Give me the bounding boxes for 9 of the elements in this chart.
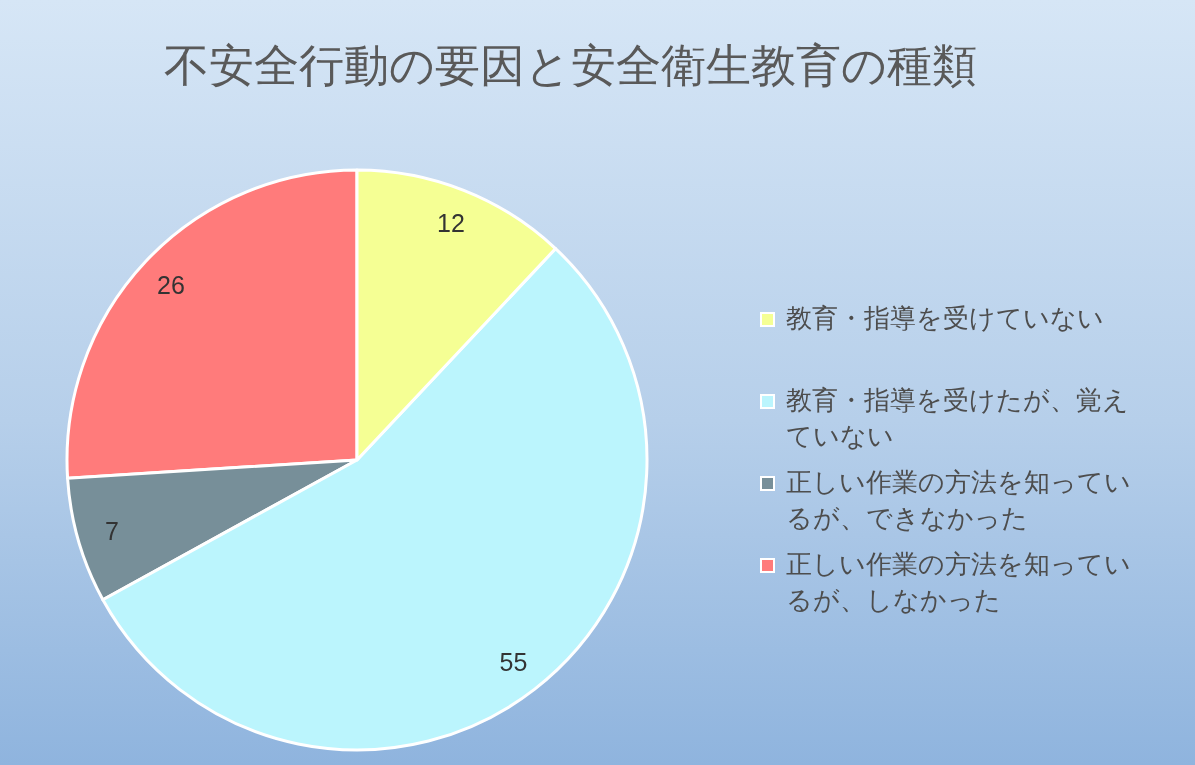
chart-title: 不安全行動の要因と安全衛生教育の種類 [162, 38, 978, 94]
data-label: 7 [104, 517, 119, 546]
legend-label: 正しい作業の方法を知っているが、しなかった [786, 548, 1132, 617]
data-label: 26 [157, 271, 185, 300]
legend-label: 教育・指導を受けたが、覚えていない [786, 384, 1130, 453]
data-label: 12 [437, 208, 465, 237]
legend-label: 正しい作業の方法を知っているが、できなかった [786, 466, 1132, 535]
legend-label: 教育・指導を受けていない [786, 302, 1105, 335]
data-label: 55 [499, 647, 528, 676]
